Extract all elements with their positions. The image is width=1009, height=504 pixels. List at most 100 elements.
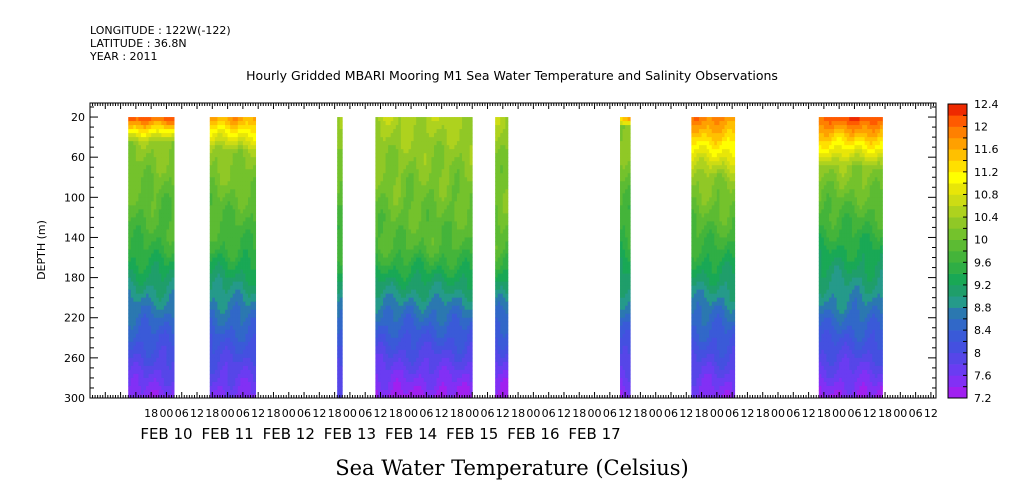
heat-cell: [380, 117, 384, 122]
heat-cell: [408, 309, 412, 315]
heat-cell: [436, 181, 440, 186]
heat-cell: [337, 265, 341, 270]
heat-cell: [393, 145, 397, 150]
heat-cell: [227, 369, 231, 375]
heat-cell: [153, 133, 157, 138]
heat-cell: [146, 377, 150, 383]
heat-cell: [428, 285, 432, 291]
heat-cell: [446, 177, 450, 182]
heat-cell: [339, 277, 343, 282]
heat-cell: [232, 265, 236, 270]
heat-cell: [439, 393, 443, 399]
heat-cell: [411, 137, 415, 142]
heat-cell: [413, 297, 417, 303]
heat-cell: [146, 305, 150, 311]
heat-cell: [133, 141, 137, 146]
heat-cell: [232, 341, 236, 347]
heat-cell: [242, 269, 246, 274]
heat-cell: [240, 361, 244, 367]
heat-cell: [423, 197, 427, 202]
heat-cell: [380, 213, 384, 218]
heat-cell: [400, 245, 404, 250]
heat-cell: [212, 301, 216, 307]
heat-cell: [250, 389, 254, 395]
heat-cell: [385, 305, 389, 311]
heat-cell: [377, 217, 381, 222]
heat-cell: [222, 185, 226, 190]
heat-cell: [130, 217, 134, 222]
heat-cell: [413, 241, 417, 246]
heat-cell: [227, 189, 231, 194]
heat-cell: [398, 169, 402, 174]
heat-cell: [146, 169, 150, 174]
heat-cell: [135, 229, 139, 234]
heat-cell: [398, 141, 402, 146]
heat-cell: [214, 261, 218, 266]
heat-cell: [133, 281, 137, 287]
heat-cell: [434, 209, 437, 214]
heat-cell: [408, 317, 412, 323]
heat-cell: [217, 257, 221, 262]
heat-cell: [403, 221, 407, 226]
heat-cell: [383, 217, 386, 222]
heat-cell: [451, 193, 455, 198]
heat-cell: [222, 257, 226, 262]
heat-cell: [426, 381, 430, 387]
heat-cell: [128, 385, 132, 391]
heat-cell: [130, 237, 134, 242]
heat-cell: [377, 125, 381, 130]
heat-cell: [230, 225, 234, 230]
heat-cell: [393, 173, 397, 178]
heat-cell: [214, 277, 218, 282]
heat-cell: [158, 165, 162, 170]
heat-cell: [403, 301, 407, 307]
heat-cell: [161, 261, 165, 266]
heat-cell: [403, 373, 407, 379]
heat-cell: [383, 265, 386, 270]
heat-cell: [436, 173, 440, 178]
heat-cell: [418, 349, 422, 355]
heat-cell: [388, 193, 392, 198]
heat-cell: [214, 289, 218, 295]
heat-cell: [128, 153, 132, 158]
heat-cell: [434, 245, 437, 250]
heat-cell: [140, 197, 144, 202]
heat-cell: [400, 133, 404, 138]
heat-cell: [143, 209, 147, 214]
heat-cell: [444, 125, 448, 130]
heat-cell: [403, 237, 407, 242]
heat-cell: [232, 213, 236, 218]
heat-cell: [217, 125, 221, 130]
heat-cell: [232, 377, 236, 383]
heat-cell: [459, 181, 463, 186]
heat-cell: [449, 317, 453, 323]
heat-cell: [143, 333, 147, 339]
heat-cell: [375, 337, 379, 343]
heat-cell: [337, 149, 341, 154]
heat-cell: [130, 317, 134, 323]
heat-cell: [230, 377, 234, 383]
heat-cell: [454, 365, 458, 371]
heat-cell: [140, 217, 144, 222]
heat-cell: [240, 213, 244, 218]
heat-cell: [426, 117, 430, 122]
heat-cell: [426, 225, 430, 230]
heat-cell: [398, 225, 402, 230]
heat-cell: [225, 125, 228, 130]
heat-cell: [434, 177, 437, 182]
heat-cell: [225, 145, 228, 150]
heat-cell: [441, 233, 445, 238]
heat-cell: [416, 125, 420, 130]
heat-cell: [214, 273, 218, 278]
heat-cell: [439, 197, 443, 202]
heat-cell: [416, 337, 420, 343]
heat-cell: [140, 361, 144, 367]
heat-cell: [237, 205, 241, 210]
heat-cell: [454, 133, 458, 138]
heat-cell: [416, 189, 420, 194]
heat-cell: [441, 329, 445, 335]
heat-cell: [456, 249, 460, 254]
heat-cell: [451, 177, 455, 182]
heat-cell: [133, 381, 137, 387]
heat-cell: [217, 353, 221, 359]
